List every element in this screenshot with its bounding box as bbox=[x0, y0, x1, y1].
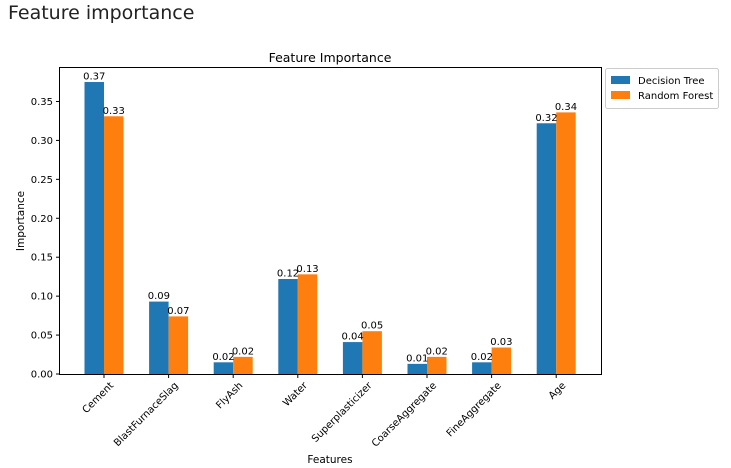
plot-area-frame bbox=[59, 67, 602, 375]
value-label-random-forest-coarseaggregate: 0.02 bbox=[426, 346, 448, 357]
x-tick-label-coarseaggregate: CoarseAggregate bbox=[370, 380, 439, 449]
x-tick-label-fineaggregate: FineAggregate bbox=[445, 380, 504, 439]
x-tick-label-cement: Cement bbox=[81, 380, 117, 416]
legend: Decision Tree Random Forest bbox=[605, 68, 719, 109]
value-label-decision-tree-age: 0.32 bbox=[535, 113, 557, 124]
bar-random-forest-fineaggregate bbox=[491, 347, 512, 374]
bar-decision-tree-cement bbox=[84, 82, 104, 375]
legend-swatch-decision-tree bbox=[611, 76, 630, 84]
bar-random-forest-superplasticizer bbox=[362, 331, 382, 374]
bar-decision-tree-flyash bbox=[213, 362, 234, 374]
y-axis: 0.00 0.05 0.10 0.15 0.20 0.25 0.30 0.35 bbox=[31, 97, 60, 381]
bar-decision-tree-age bbox=[536, 123, 557, 374]
x-tick-label-superplasticizer: Superplasticizer bbox=[310, 380, 375, 445]
x-tick-label-age: Age bbox=[547, 380, 568, 401]
value-label-random-forest-superplasticizer: 0.05 bbox=[361, 321, 383, 332]
bar-random-forest-cement bbox=[104, 116, 124, 375]
value-label-decision-tree-water: 0.12 bbox=[277, 269, 299, 280]
y-tick-label: 0.20 bbox=[31, 214, 53, 225]
page-heading: Feature importance bbox=[8, 2, 195, 24]
bar-decision-tree-superplasticizer bbox=[342, 342, 363, 374]
x-tick-label-flyash: FlyAsh bbox=[214, 380, 245, 411]
value-label-random-forest-water: 0.13 bbox=[296, 264, 318, 275]
bar-random-forest-flyash bbox=[233, 356, 253, 374]
value-label-decision-tree-fineaggregate: 0.02 bbox=[471, 352, 493, 363]
y-axis-label: Importance bbox=[15, 191, 27, 251]
bar-random-forest-coarseaggregate bbox=[427, 356, 447, 374]
value-labels-layer: 0.370.090.020.120.040.01 0.020.320.330.07… bbox=[83, 72, 577, 365]
legend-swatch-random-forest bbox=[611, 91, 630, 99]
value-label-decision-tree-flyash: 0.02 bbox=[212, 352, 234, 363]
y-tick-label: 0.10 bbox=[31, 292, 53, 303]
value-label-random-forest-fineaggregate: 0.03 bbox=[490, 337, 512, 348]
bar-decision-tree-coarseaggregate bbox=[407, 363, 427, 374]
legend-label-random-forest: Random Forest bbox=[638, 91, 713, 102]
legend-label-decision-tree: Decision Tree bbox=[638, 76, 705, 87]
bar-decision-tree-fineaggregate bbox=[472, 362, 492, 374]
value-label-decision-tree-cement: 0.37 bbox=[83, 72, 105, 83]
y-tick-label: 0.30 bbox=[31, 136, 53, 147]
y-tick-label: 0.05 bbox=[31, 331, 53, 342]
value-label-decision-tree-coarseaggregate: 0.01 bbox=[406, 353, 428, 364]
y-tick-label: 0.35 bbox=[31, 97, 53, 108]
y-tick-label: 0.00 bbox=[31, 370, 53, 381]
x-axis-label: Features bbox=[307, 454, 352, 466]
value-label-random-forest-cement: 0.33 bbox=[103, 106, 125, 117]
legend-frame bbox=[605, 68, 719, 109]
y-tick-label: 0.25 bbox=[31, 175, 53, 186]
bar-random-forest-age bbox=[556, 112, 576, 374]
value-label-random-forest-flyash: 0.02 bbox=[232, 346, 254, 357]
value-label-random-forest-age: 0.34 bbox=[555, 102, 577, 113]
y-tick-label: 0.15 bbox=[31, 253, 53, 264]
bar-decision-tree-blastfurnaceslag bbox=[149, 301, 169, 374]
value-label-decision-tree-blastfurnaceslag: 0.09 bbox=[148, 291, 170, 302]
chart-title: Feature Importance bbox=[269, 50, 392, 65]
bar-decision-tree-water bbox=[278, 279, 298, 374]
x-tick-label-blastfurnaceslag: BlastFurnaceSlag bbox=[112, 380, 181, 449]
bar-random-forest-water bbox=[297, 274, 318, 374]
x-tick-label-water: Water bbox=[281, 380, 310, 409]
bars-layer bbox=[84, 82, 576, 375]
value-label-random-forest-blastfurnaceslag: 0.07 bbox=[167, 306, 189, 317]
bar-random-forest-blastfurnaceslag bbox=[168, 316, 189, 374]
value-label-decision-tree-superplasticizer: 0.04 bbox=[342, 332, 364, 343]
